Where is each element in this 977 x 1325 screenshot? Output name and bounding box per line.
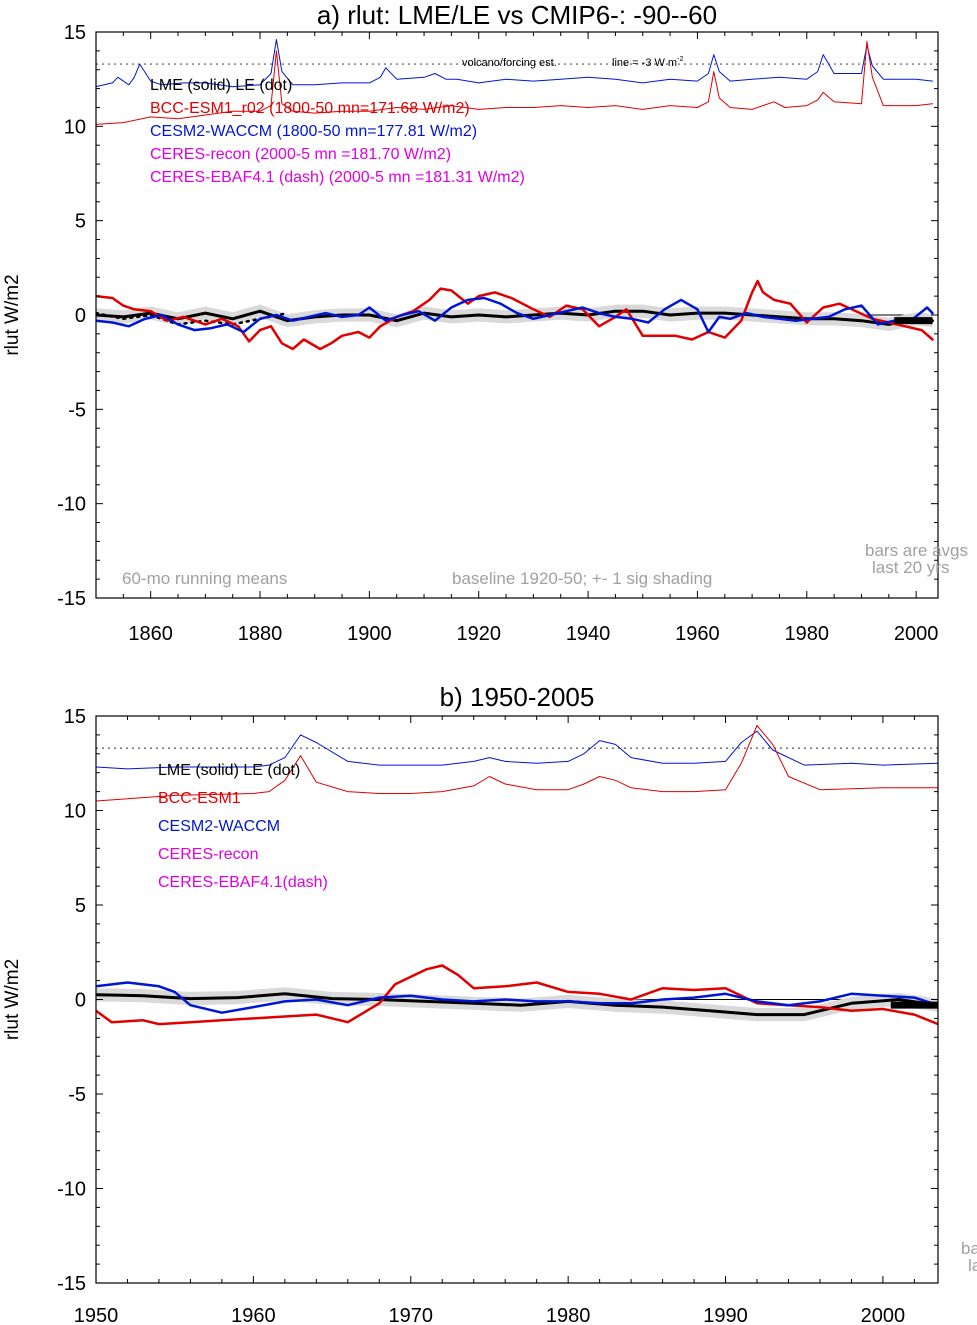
y-tick-label: -5 — [68, 399, 86, 421]
x-tick-label: 1980 — [785, 623, 830, 645]
annotation-running: 60-mo running means — [122, 569, 287, 588]
panel-title: a) rlut: LME/LE vs CMIP6-: -90--60 — [317, 0, 717, 30]
annotation-volcano: volcano/forcing est. — [462, 57, 557, 69]
legend-entry: CERES-recon (2000-5 mn =181.70 W/m2) — [150, 146, 451, 163]
panel-title: b) 1950-2005 — [440, 682, 595, 712]
annotation-bars2: la — [968, 1256, 977, 1275]
legend-entry: BCC-ESM1 — [158, 790, 241, 807]
x-tick-label: 1900 — [347, 623, 392, 645]
legend-entry: CERES-EBAF4.1(dash) — [158, 874, 328, 891]
y-tick-label: -15 — [57, 1273, 86, 1295]
panel-b: b) 1950-2005 rlut W/m2 15 10 5 0 -5 -10 -15 1950 1… — [2, 682, 977, 1325]
y-tick-label: 15 — [64, 706, 86, 728]
y-tick-label: 5 — [75, 211, 86, 233]
y-tick-label: 5 — [75, 895, 86, 917]
y-tick-label: -15 — [57, 588, 86, 610]
x-tick-label: 1990 — [703, 1305, 748, 1325]
series-line-bcc-esm1 — [96, 279, 934, 351]
annotation-bars2: last 20 yrs — [872, 558, 949, 577]
x-tick-label: 1970 — [389, 1305, 434, 1325]
plot-area — [96, 39, 938, 351]
series-line-bcc-esm1-forcing — [96, 40, 933, 125]
annotation-baseline: baseline 1920-50; +- 1 sig shading — [452, 569, 712, 588]
y-tick-label: 10 — [64, 801, 86, 823]
x-tick-label: 1980 — [546, 1305, 591, 1325]
legend-entry: LME (solid) LE (dot) — [150, 77, 292, 94]
series-line-le — [96, 311, 289, 326]
legend-entry: CERES-EBAF4.1 (dash) (2000-5 mn =181.31 … — [150, 169, 525, 186]
x-tick-label: 1940 — [566, 623, 611, 645]
y-tick-label: 10 — [64, 116, 86, 138]
panel-a: a) rlut: LME/LE vs CMIP6-: -90--60 rlut W… — [2, 0, 968, 645]
annotation-line-label: line = -3 W m-2 — [612, 56, 683, 69]
annotation-bars1: ba — [961, 1239, 977, 1258]
legend-entry: CESM2-WACCM — [158, 818, 280, 835]
y-tick-label: 0 — [75, 305, 86, 327]
y-tick-label: 15 — [64, 22, 86, 44]
x-tick-label: 1960 — [675, 623, 720, 645]
series-line-cesm2-waccm — [96, 296, 934, 334]
y-tick-label: -10 — [57, 1179, 86, 1201]
legend-entry: CESM2-WACCM (1800-50 mn=177.81 W/m2) — [150, 123, 477, 140]
y-axis-label: rlut W/m2 — [2, 959, 23, 1040]
y-tick-label: 0 — [75, 990, 86, 1012]
y-axis-label: rlut W/m2 — [2, 274, 23, 355]
series-line-bcc-esm1-forcing — [96, 725, 938, 802]
plot-area — [96, 725, 938, 1026]
x-tick-label: 1880 — [238, 623, 283, 645]
x-tick-label: 1950 — [74, 1305, 119, 1325]
legend-entry: BCC-ESM1_r02 (1800-50 mn=171.68 W/m2) — [150, 100, 470, 117]
x-tick-label: 1860 — [128, 623, 173, 645]
series-line-lme — [96, 992, 938, 1017]
y-tick-label: -10 — [57, 494, 86, 516]
annotation-bars1: bars are avgs — [865, 541, 968, 560]
x-tick-label: 1960 — [231, 1305, 276, 1325]
legend-entry: LME (solid) LE (dot) — [158, 762, 300, 779]
series-line-cesm2-waccm-forcing — [96, 39, 933, 88]
x-tick-label: 2000 — [861, 1305, 906, 1325]
x-tick-label: 2000 — [894, 623, 939, 645]
legend-entry: CERES-recon — [158, 846, 258, 863]
series-line-cesm2-waccm — [96, 981, 938, 1014]
annotation-line-sup: -2 — [677, 56, 683, 63]
y-tick-label: -5 — [68, 1084, 86, 1106]
x-tick-label: 1920 — [456, 623, 501, 645]
